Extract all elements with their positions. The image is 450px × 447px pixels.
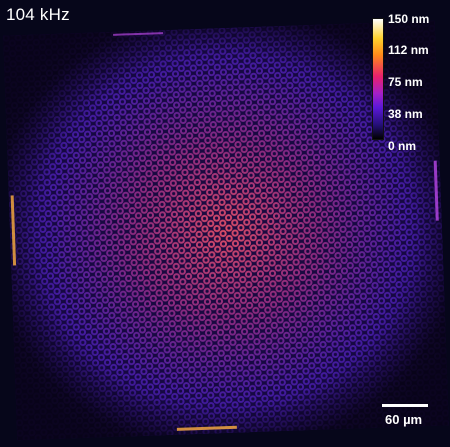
colorbar: 150 nm 112 nm 75 nm 38 nm 0 nm: [372, 12, 448, 154]
colorbar-tick: 75 nm: [388, 75, 423, 89]
colorbar-tick: 0 nm: [388, 139, 417, 153]
scale-bar-label: 60 µm: [385, 412, 423, 427]
hexagonal-membrane-array: [3, 20, 449, 441]
scale-bar: 60 µm: [382, 404, 450, 434]
colorbar-tick: 38 nm: [388, 107, 423, 121]
colorbar-tick: 150 nm: [388, 12, 430, 26]
colorbar-tick: 112 nm: [388, 43, 429, 57]
scale-bar-line: [382, 404, 428, 407]
frequency-label: 104 kHz: [6, 5, 70, 24]
colorbar-gradient: [372, 18, 384, 140]
